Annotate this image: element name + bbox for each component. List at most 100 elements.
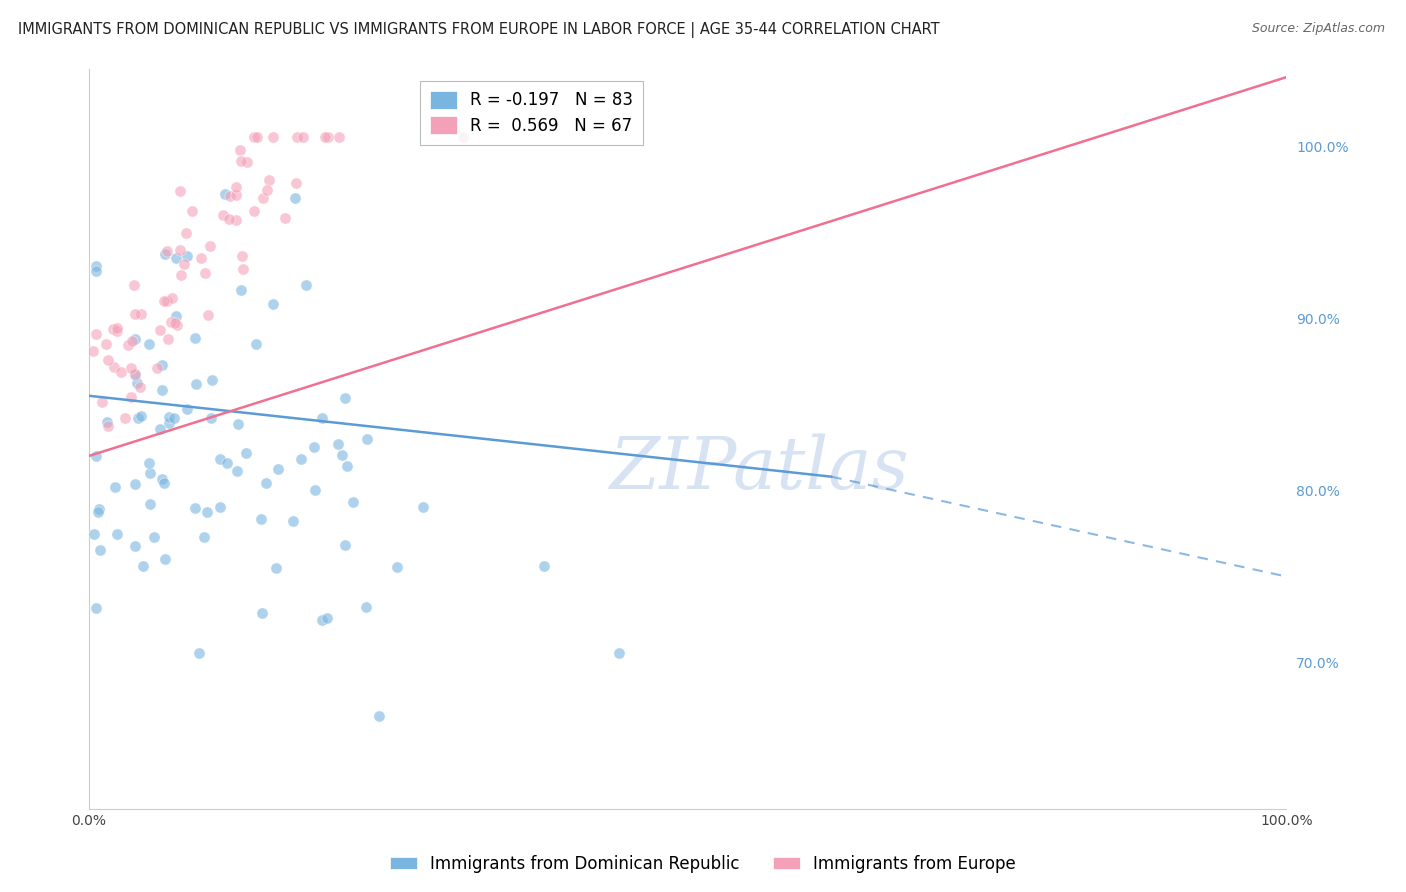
Point: [176, 401, 198, 416]
Point: [315, 611, 337, 625]
Point: [84, 259, 107, 273]
Point: [101, 322, 124, 336]
Point: [291, 130, 314, 145]
Point: [105, 324, 128, 338]
Point: [150, 384, 173, 398]
Point: [342, 495, 364, 509]
Point: [184, 500, 207, 515]
Point: [105, 321, 128, 335]
Point: [281, 514, 304, 528]
Point: [82, 343, 104, 358]
Point: [150, 359, 173, 373]
Point: [229, 284, 252, 298]
Point: [356, 600, 378, 615]
Point: [120, 390, 142, 404]
Point: [148, 422, 170, 436]
Point: [304, 483, 326, 497]
Point: [127, 411, 149, 425]
Point: [129, 380, 152, 394]
Point: [129, 307, 152, 321]
Point: [153, 552, 176, 566]
Point: [193, 530, 215, 544]
Point: [87, 502, 110, 516]
Point: [96, 415, 118, 429]
Point: [194, 266, 217, 280]
Point: [284, 191, 307, 205]
Point: [197, 308, 219, 322]
Point: [124, 367, 146, 381]
Point: [316, 130, 339, 145]
Point: [231, 153, 253, 168]
Point: [165, 251, 187, 265]
Point: [103, 359, 125, 374]
Point: [235, 446, 257, 460]
Point: [302, 440, 325, 454]
Point: [149, 323, 172, 337]
Point: [356, 432, 378, 446]
Point: [333, 538, 356, 552]
Point: [330, 448, 353, 462]
Point: [124, 368, 146, 383]
Point: [163, 411, 186, 425]
Point: [145, 361, 167, 376]
Point: [176, 250, 198, 264]
Point: [84, 601, 107, 615]
Point: [219, 188, 242, 202]
Point: [174, 226, 197, 240]
Point: [257, 172, 280, 186]
Point: [104, 480, 127, 494]
Point: [236, 154, 259, 169]
Point: [122, 277, 145, 292]
Point: [152, 293, 174, 308]
Point: [91, 394, 114, 409]
Point: [110, 365, 132, 379]
Point: [200, 411, 222, 425]
Point: [285, 176, 308, 190]
Point: [165, 309, 187, 323]
Point: [290, 452, 312, 467]
Point: [328, 437, 350, 451]
Point: [169, 243, 191, 257]
Point: [336, 458, 359, 473]
Point: [94, 336, 117, 351]
Point: [264, 561, 287, 575]
Point: [385, 559, 408, 574]
Point: [138, 336, 160, 351]
Point: [124, 539, 146, 553]
Point: [252, 191, 274, 205]
Point: [84, 263, 107, 277]
Point: [117, 338, 139, 352]
Point: [160, 316, 183, 330]
Point: [121, 334, 143, 349]
Point: [285, 130, 308, 145]
Point: [412, 500, 434, 515]
Point: [218, 212, 240, 227]
Point: [124, 307, 146, 321]
Point: [607, 646, 630, 660]
Point: [157, 417, 180, 431]
Point: [132, 559, 155, 574]
Point: [262, 297, 284, 311]
Point: [225, 188, 247, 202]
Point: [153, 247, 176, 261]
Point: [162, 291, 184, 305]
Point: [214, 186, 236, 201]
Point: [228, 144, 250, 158]
Point: [138, 456, 160, 470]
Point: [89, 543, 111, 558]
Text: Source: ZipAtlas.com: Source: ZipAtlas.com: [1251, 22, 1385, 36]
Point: [231, 249, 253, 263]
Point: [212, 208, 235, 222]
Text: ZIPatlas: ZIPatlas: [610, 434, 910, 504]
Point: [150, 472, 173, 486]
Point: [181, 204, 204, 219]
Point: [97, 353, 120, 368]
Point: [195, 505, 218, 519]
Point: [114, 410, 136, 425]
Point: [173, 257, 195, 271]
Point: [256, 183, 278, 197]
Point: [267, 462, 290, 476]
Point: [156, 293, 179, 308]
Point: [246, 130, 269, 145]
Point: [333, 391, 356, 405]
